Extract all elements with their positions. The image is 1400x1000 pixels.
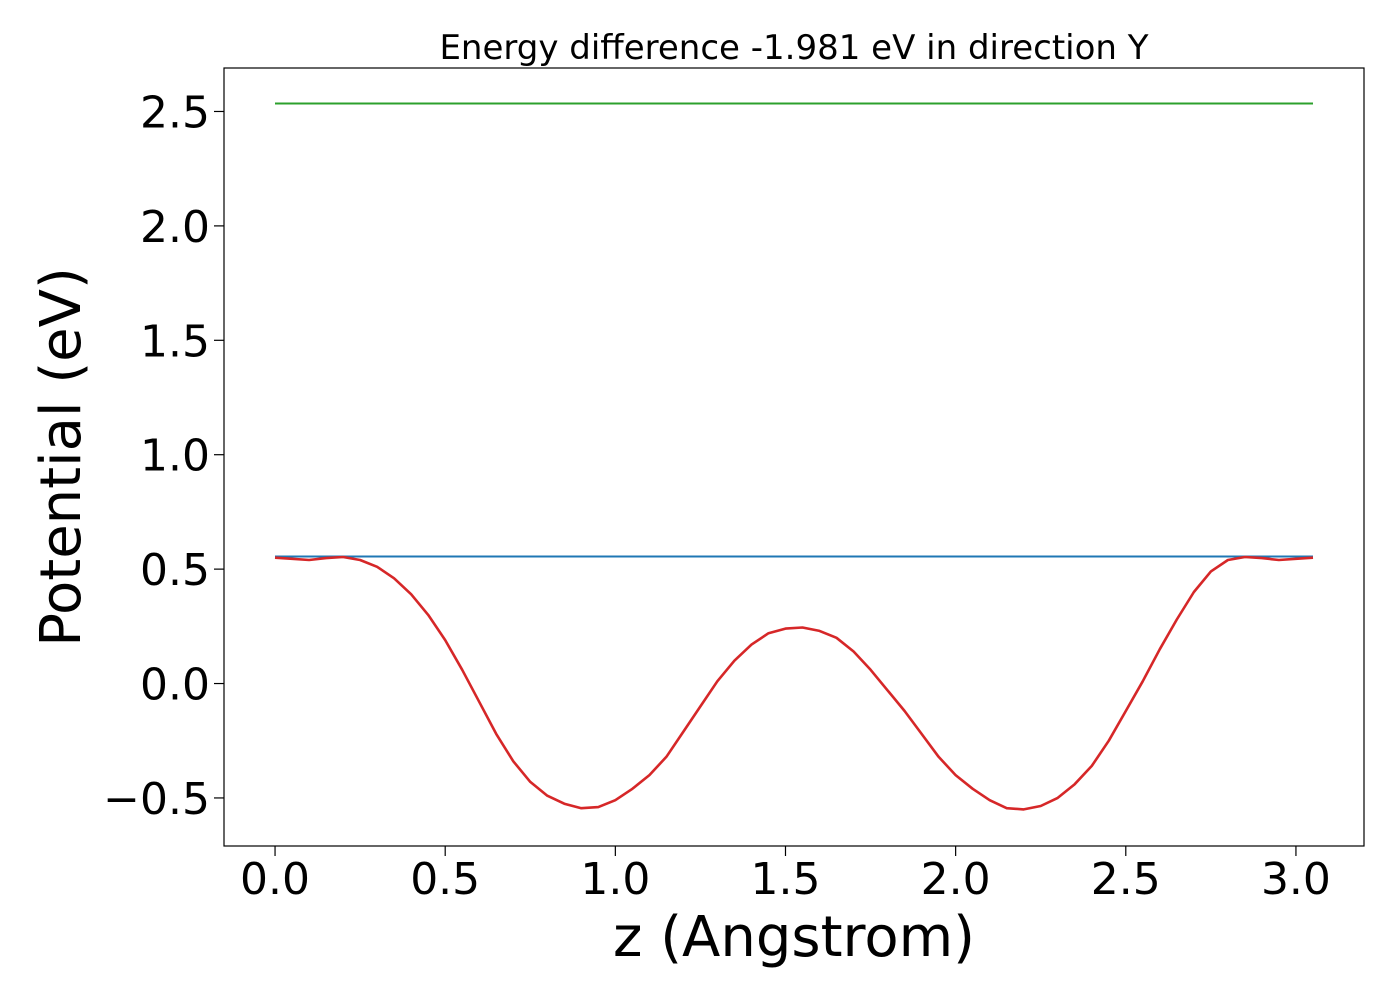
- x-tick-label: 2.5: [1091, 854, 1161, 905]
- plot-frame: [223, 67, 1365, 847]
- chart-title: Energy difference -1.981 eV in direction…: [439, 28, 1148, 68]
- series-line-3: [274, 555, 1314, 811]
- series-layer: [274, 102, 1314, 811]
- x-tick-label: 0.5: [410, 854, 480, 905]
- y-tick-label: 1.5: [140, 316, 210, 367]
- x-tick-label: 2.0: [921, 854, 991, 905]
- x-tick-label: 1.0: [580, 854, 650, 905]
- y-axis-label: Potential (eV): [29, 267, 94, 647]
- y-tick-label: 1.0: [140, 431, 210, 482]
- x-tick-label: 0.0: [240, 854, 310, 905]
- y-tick-label: −0.5: [103, 774, 210, 825]
- y-tick-label: 2.0: [140, 202, 210, 253]
- y-tick-label: 0.5: [140, 545, 210, 596]
- x-tick-label: 3.0: [1261, 854, 1331, 905]
- y-tick-label: 0.0: [140, 660, 210, 711]
- y-tick-label: 2.5: [140, 87, 210, 138]
- x-tick-label: 1.5: [751, 854, 821, 905]
- x-axis: 0.0 0.5 1.0 1.5 2.0 2.5 3.0: [240, 846, 1331, 905]
- x-axis-label: z (Angstrom): [613, 905, 975, 970]
- y-axis: −0.5 0.0 0.5 1.0 1.5 2.0 2.5: [103, 87, 224, 825]
